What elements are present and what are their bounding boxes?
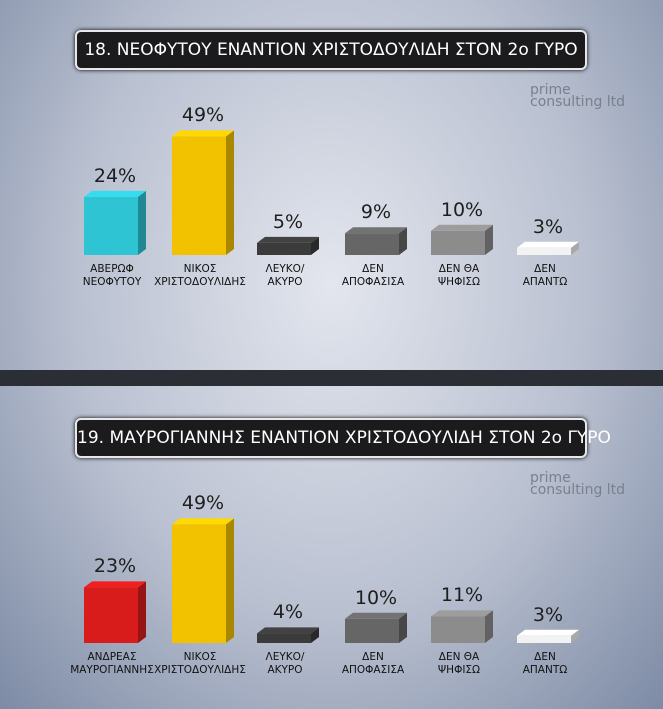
bar [431, 616, 485, 643]
bar [84, 196, 138, 255]
bar [84, 587, 138, 643]
category-label: ΝΙΚΟΣ ΧΡΙΣΤΟΔΟΥΛΙΔΗΣ [154, 651, 246, 676]
value-label: 23% [93, 555, 137, 578]
chart-title: 18. ΝΕΟΦΥΤΟΥ ΕΝΑΝΤΙΟΝ ΧΡΙΣΤΟΔΟΥΛΙΔΗ ΣΤΟΝ… [75, 30, 587, 70]
bar-top [345, 612, 407, 619]
value-label: 4% [272, 601, 304, 624]
bar [345, 618, 399, 643]
bar-side [311, 627, 319, 643]
category-label: ΔΕΝ ΘΑ ΨΗΦΙΣΩ [437, 263, 481, 288]
bar-side [571, 629, 579, 643]
bar-top [517, 629, 579, 636]
category-label: ΔΕΝ ΑΠΑΝΤΩ [522, 651, 568, 676]
bar-side [571, 241, 579, 255]
bar-side [138, 581, 146, 643]
value-label: 9% [360, 201, 392, 224]
value-label: 3% [532, 215, 564, 238]
bar-top [257, 236, 319, 243]
value-label: 11% [440, 584, 484, 607]
bar [172, 136, 226, 255]
bar-top [257, 627, 319, 634]
bar-side [226, 130, 234, 255]
category-label: ΛΕΥΚΟ/ ΑΚΥΡΟ [265, 651, 305, 676]
bar-side [485, 224, 493, 255]
bar-side [138, 190, 146, 255]
bar-top [431, 224, 493, 231]
bar-top [517, 241, 579, 248]
bar-side [485, 610, 493, 643]
bar-side [399, 612, 407, 643]
value-label: 24% [93, 164, 137, 187]
bar-side [226, 518, 234, 643]
value-label: 3% [532, 603, 564, 626]
bar [517, 247, 571, 255]
watermark: prime consulting ltd [530, 82, 626, 110]
value-label: 10% [354, 586, 398, 609]
value-label: 5% [272, 210, 304, 233]
bar [517, 635, 571, 643]
category-label: ΔΕΝ ΑΠΟΦΑΣΙΣΑ [341, 263, 405, 288]
bar [345, 233, 399, 255]
bar [431, 230, 485, 255]
value-label: 10% [440, 198, 484, 221]
category-label: ΝΙΚΟΣ ΧΡΙΣΤΟΔΟΥΛΙΔΗΣ [154, 263, 246, 288]
chart-title: 19. ΜΑΥΡΟΓΙΑΝΝΗΣ ΕΝΑΝΤΙΟΝ ΧΡΙΣΤΟΔΟΥΛΙΔΗ … [75, 418, 611, 458]
value-label: 49% [181, 492, 225, 515]
bar [257, 242, 311, 255]
bar-top [84, 581, 146, 588]
bar-top [172, 130, 234, 137]
category-label: ΔΕΝ ΑΠΟΦΑΣΙΣΑ [341, 651, 405, 676]
bar-top [84, 190, 146, 197]
bar-side [311, 236, 319, 255]
bar-top [345, 227, 407, 234]
category-label: ΛΕΥΚΟ/ ΑΚΥΡΟ [265, 263, 305, 288]
category-label: ΔΕΝ ΘΑ ΨΗΦΙΣΩ [437, 651, 481, 676]
category-label: ΑΝΔΡΕΑΣ ΜΑΥΡΟΓΙΑΝΝΗΣ [70, 651, 154, 676]
bar [257, 633, 311, 643]
bar-top [172, 518, 234, 525]
watermark: prime consulting ltd [530, 470, 626, 498]
bar-top [431, 610, 493, 617]
category-label: ΑΒΕΡΩΦ ΝΕΟΦΥΤΟΥ [82, 263, 142, 288]
separator [0, 370, 663, 386]
bar-side [399, 227, 407, 255]
value-label: 49% [181, 104, 225, 127]
category-label: ΔΕΝ ΑΠΑΝΤΩ [522, 263, 568, 288]
bar [172, 524, 226, 643]
